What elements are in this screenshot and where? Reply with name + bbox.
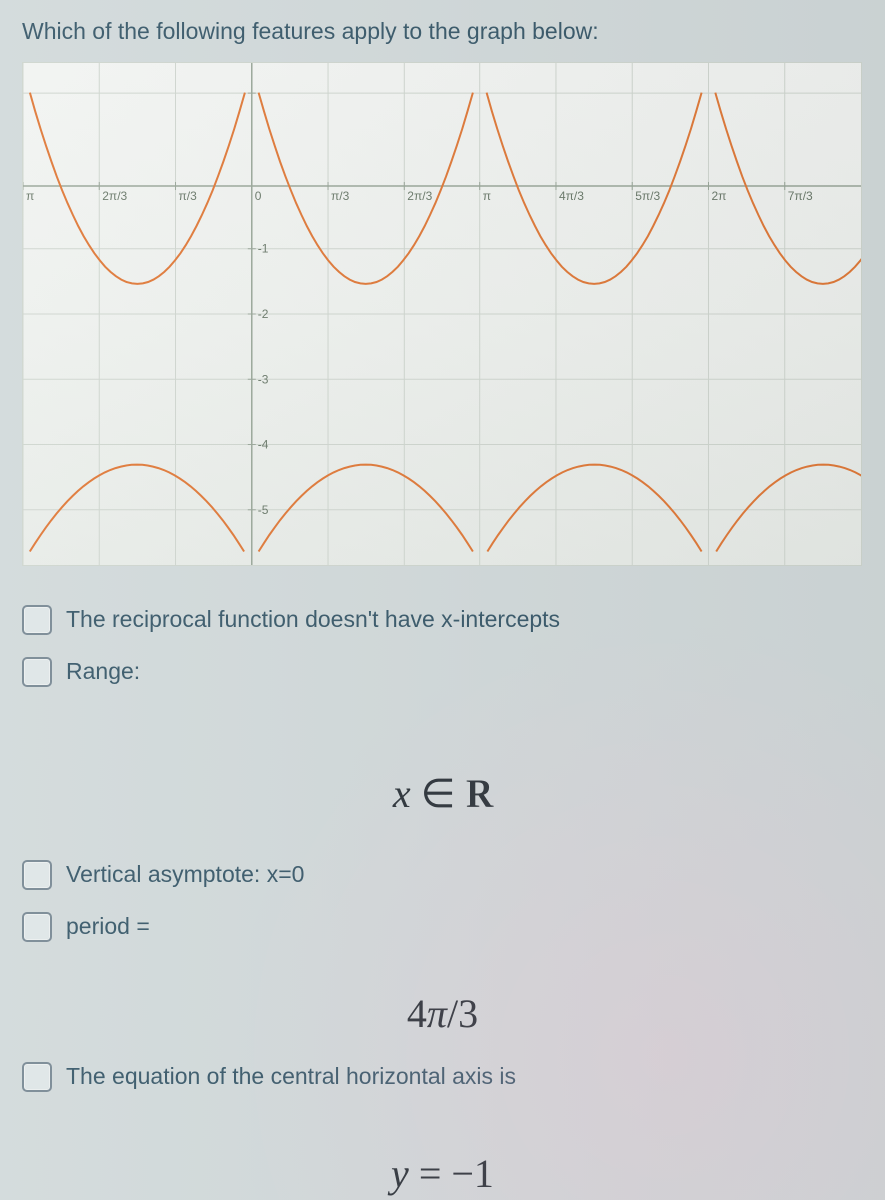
svg-text:-4: -4 [258, 438, 269, 452]
svg-text:-3: -3 [258, 372, 269, 386]
function-graph: π 2π/3 π/3 0 π/3 2π/3 π 4π/3 5π/3 2π 7π/3 -1 -2 -3 -4 -… [22, 62, 862, 566]
svg-text:π: π [26, 189, 34, 203]
option-4: The equation of the central horizontal a… [22, 1060, 863, 1092]
checkbox-2[interactable] [22, 860, 52, 890]
svg-text:2π/3: 2π/3 [407, 189, 432, 203]
checkbox-0[interactable] [22, 605, 52, 635]
svg-text:-5: -5 [258, 503, 269, 517]
svg-text:-1: -1 [258, 242, 269, 256]
svg-text:2π/3: 2π/3 [102, 189, 127, 203]
option-3: period = [22, 910, 863, 942]
option-4-label: The equation of the central horizontal a… [66, 1060, 516, 1092]
checkbox-3[interactable] [22, 912, 52, 942]
option-3-label: period = [66, 910, 150, 942]
svg-text:0: 0 [255, 189, 262, 203]
svg-text:2π: 2π [711, 189, 726, 203]
option-3-formula: 4π/3 [0, 990, 885, 1037]
option-4-formula: y = −1 [0, 1150, 885, 1197]
svg-text:7π/3: 7π/3 [788, 189, 813, 203]
option-1-formula: x ∈ R [0, 770, 885, 817]
checkbox-1[interactable] [22, 657, 52, 687]
option-2: Vertical asymptote: x=0 [22, 858, 863, 890]
svg-text:-2: -2 [258, 307, 269, 321]
option-2-label: Vertical asymptote: x=0 [66, 858, 304, 890]
svg-text:4π/3: 4π/3 [559, 189, 584, 203]
checkbox-4[interactable] [22, 1062, 52, 1092]
svg-text:π/3: π/3 [179, 189, 198, 203]
question-text: Which of the following features apply to… [22, 18, 599, 45]
option-0-label: The reciprocal function doesn't have x-i… [66, 603, 560, 635]
option-0: The reciprocal function doesn't have x-i… [22, 603, 863, 635]
option-1: Range: [22, 655, 863, 687]
option-1-label: Range: [66, 655, 140, 687]
svg-text:5π/3: 5π/3 [635, 189, 660, 203]
svg-text:π: π [483, 189, 491, 203]
svg-text:π/3: π/3 [331, 189, 350, 203]
